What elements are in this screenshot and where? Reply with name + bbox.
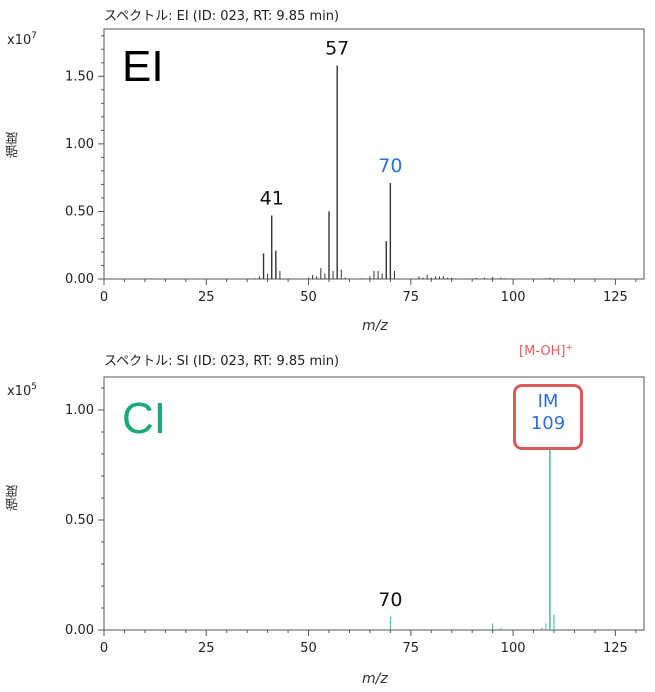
x-tick-label: 100	[501, 290, 526, 305]
x-tick-label: 125	[603, 641, 628, 656]
y-tick-label: 1.50	[65, 69, 94, 84]
plot-frame	[103, 376, 645, 631]
peak-label-57: 57	[325, 37, 349, 59]
peak-label-70: 70	[378, 155, 402, 177]
x-tick-label: 50	[300, 290, 317, 305]
y-scale-base: x10	[7, 33, 32, 48]
spectrum-plot: 0 25 50 75 100 125 0.00 0.50 1.00 70	[65, 376, 645, 656]
peak-label-41: 41	[260, 187, 284, 209]
plot-frame	[103, 28, 645, 280]
y-scale-exponent: 7	[31, 31, 37, 41]
molecular-ion-mz: 109	[530, 413, 566, 434]
y-tick-label: 0.00	[65, 623, 94, 638]
ei-spectrum-panel: スペクトル: EI (ID: 023, RT: 9.85 min) x107 強…	[0, 0, 655, 345]
x-tick-label: 50	[300, 641, 317, 656]
y-scale-factor: x105	[7, 382, 37, 399]
y-scale-base: x10	[7, 384, 32, 399]
x-tick-label: 0	[100, 641, 108, 656]
y-tick-label: 1.00	[65, 137, 94, 152]
molecular-ion-tag: IM	[537, 391, 559, 412]
x-axis-label: m/z	[362, 318, 388, 334]
y-tick-label: 0.00	[65, 272, 94, 287]
x-tick-label: 25	[198, 290, 215, 305]
x-tick-label: 75	[403, 641, 420, 656]
y-scale-factor: x107	[7, 31, 37, 48]
y-tick-label: 0.50	[65, 204, 94, 219]
y-scale-exponent: 5	[31, 382, 37, 392]
ci-spectrum-panel: スペクトル: SI (ID: 023, RT: 9.85 min) x105 強…	[0, 343, 655, 692]
x-axis-label: m/z	[362, 671, 388, 687]
y-tick-label: 0.50	[65, 513, 94, 528]
ion-label: [M-OH]	[519, 344, 566, 359]
chart-title: スペクトル: EI (ID: 023, RT: 9.85 min)	[104, 9, 340, 24]
x-tick-label: 0	[100, 290, 108, 305]
x-tick-label: 125	[603, 290, 628, 305]
x-tick-label: 75	[403, 290, 420, 305]
peak-label-70: 70	[378, 589, 402, 611]
spectrum-plot: 0 25 50 75 100 125 0.00 0.50 1.00 1.50 41 57 70	[65, 28, 645, 305]
molecular-ion-box: IM 109	[513, 384, 583, 450]
ionization-label: CI	[122, 394, 166, 443]
y-tick-label: 1.00	[65, 403, 94, 418]
x-tick-label: 25	[198, 641, 215, 656]
x-tick-label: 100	[501, 641, 526, 656]
chart-title: スペクトル: SI (ID: 023, RT: 9.85 min)	[104, 354, 340, 369]
ion-annotation: [M-OH]+	[519, 343, 573, 359]
ion-charge: +	[565, 343, 573, 353]
ionization-label: EI	[122, 42, 164, 91]
